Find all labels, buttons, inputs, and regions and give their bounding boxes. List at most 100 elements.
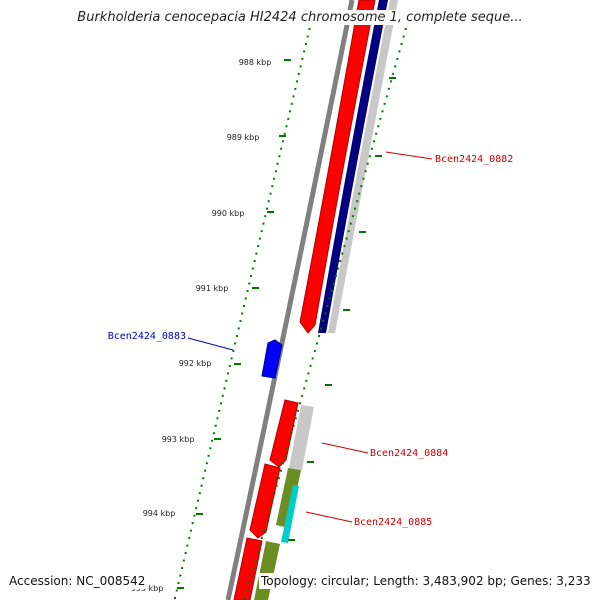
scale-dot [237,327,240,330]
gene-label[interactable]: Bcen2424_0884 [370,448,448,459]
scale-dot [186,544,189,547]
scale-dot [243,305,245,307]
scale-dot [301,57,304,60]
scale-dot [306,35,309,38]
scale-dot [267,514,270,517]
scale-dot [239,319,242,322]
scale-dot [301,394,304,397]
scale-dot [332,282,335,285]
outer-tick-mark [359,231,366,233]
navy-track [318,0,388,333]
cds-bcen2424-0882[interactable] [299,0,376,334]
scale-dot [271,185,274,188]
gene-label[interactable]: Bcen2424_0883 [108,331,186,342]
outer-tick-mark [375,155,382,157]
inner-tick-mark [214,438,221,440]
scale-dot [276,162,279,165]
outer-tick-mark [389,77,396,79]
scale-dot [214,424,217,427]
tick-label: 989 kbp [227,133,260,142]
scale-dot [280,147,283,150]
inner-tick-mark [284,59,291,61]
scale-dot [330,290,333,293]
scale-dot [349,222,352,225]
scale-dot [305,379,308,382]
scale-dot [260,537,263,540]
scale-dot [315,342,318,345]
scale-dot [324,312,327,315]
scale-dot [202,477,205,480]
tick-label: 992 kbp [179,359,212,368]
scale-dot [174,597,176,599]
scale-dot [289,110,291,113]
scale-dot [303,50,306,53]
scale-dot [212,432,215,435]
cds-bcen2424-0885[interactable] [249,463,281,539]
scale-dot [228,364,231,367]
scale-dot [296,409,299,412]
inner-tick-mark [279,135,286,137]
scale-dot [248,582,251,585]
scale-dot [221,394,224,397]
scale-dot [392,72,395,75]
scale-dot [343,245,346,248]
scale-dot [253,260,256,263]
scale-dot [258,544,261,547]
feature-tracks [233,0,398,600]
scale-dot [360,185,363,188]
scale-dot [204,469,207,472]
scale-dot [299,65,302,68]
scale-dot [356,200,359,203]
scale-dot [328,297,331,300]
scale-dot [225,379,228,382]
inner-tick-mark [177,587,184,589]
inner-tick-mark [267,211,274,213]
scale-dot [273,177,276,180]
scale-dot [251,267,254,270]
cds-bcen2424-0883[interactable] [261,339,283,379]
scale-dot [282,462,285,465]
gene-label[interactable]: Bcen2424_0885 [354,517,432,528]
scale-dot [257,245,260,248]
tick-labels: 988 kbp 989 kbp 990 kbp 991 kbp 992 kbp 993 k… [131,58,272,593]
scale-dot [290,432,293,435]
scale-dot [271,499,274,502]
scale-dot [339,260,342,263]
scale-dot [296,80,299,83]
scale-dot [308,27,311,30]
scale-dot [269,507,272,510]
gene-leader-line [321,442,369,454]
gene-label[interactable]: Bcen2424_0882 [435,154,513,165]
tick-label: 988 kbp [239,58,272,67]
tick-label: 994 kbp [143,509,176,518]
scale-dot [326,305,329,307]
scale-dot [207,454,210,457]
scale-dot [184,552,187,555]
scale-dot [198,492,201,495]
gene-leader-line [305,511,353,523]
scale-dot [260,230,263,233]
scale-dot [299,402,301,405]
scale-dot [248,282,251,285]
scale-dot [370,147,373,150]
scale-dot [197,499,199,502]
scale-dot [351,215,354,218]
cyan-track-0885 [281,485,299,543]
scale-dot [381,110,384,113]
gene-leader-line [187,337,234,351]
scale-dot [218,409,221,412]
scale-dot [175,589,178,592]
scale-dot [189,529,192,532]
inner-tick-mark [196,513,203,515]
inner-tick-mark [252,287,259,289]
cds-lower[interactable] [233,537,263,600]
scale-dot [297,72,300,75]
scale-dot [255,252,258,255]
gene-leader-line [385,151,433,160]
scale-dot [188,537,191,540]
scale-dot [294,87,297,90]
scale-dot [235,334,238,337]
scale-dot [304,42,307,45]
scale-dot [220,402,222,405]
